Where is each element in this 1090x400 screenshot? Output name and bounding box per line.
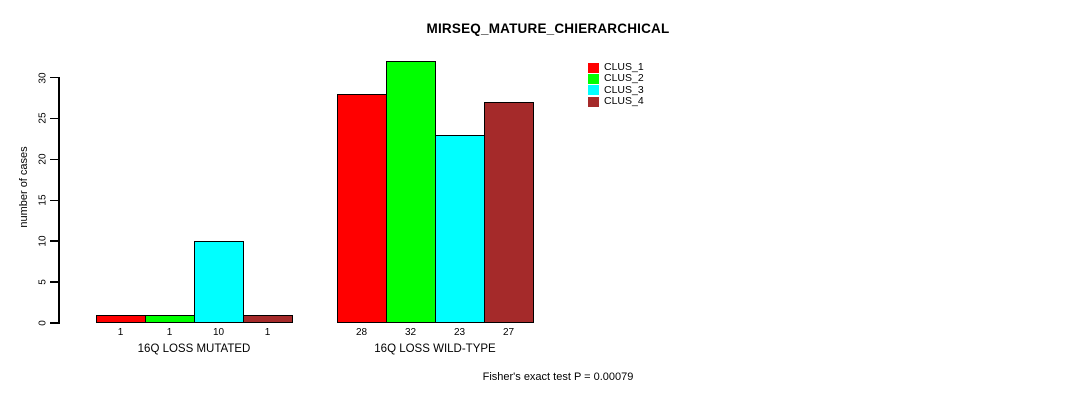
caption: Fisher's exact test P = 0.00079 — [482, 371, 634, 383]
y-tick-label: 10 — [37, 235, 49, 247]
chart-title: MIRSEQ_MATURE_CHIERARCHICAL — [426, 21, 670, 36]
y-axis-line — [58, 77, 60, 324]
bar-value-label: 10 — [212, 327, 225, 338]
bar-value-label: 1 — [117, 327, 124, 338]
legend-label: CLUS_3 — [604, 83, 644, 96]
y-tick-label: 5 — [37, 279, 49, 285]
bar-value-label: 1 — [264, 327, 271, 338]
bar-clus_2 — [145, 315, 195, 323]
legend-label: CLUS_4 — [604, 95, 644, 108]
y-axis-label: number of cases — [18, 146, 30, 228]
y-tick-label: 0 — [37, 320, 49, 326]
legend-label: CLUS_1 — [604, 61, 644, 74]
bar-value-label: 28 — [355, 327, 368, 338]
legend-row: CLUS_4 — [588, 96, 644, 107]
legend-swatch-clus_2 — [588, 73, 599, 84]
x-group-label: 16Q LOSS WILD-TYPE — [374, 343, 496, 355]
y-tick — [50, 117, 58, 120]
legend: CLUS_1 CLUS_2 CLUS_3 CLUS_4 — [588, 62, 644, 107]
legend-swatch-clus_4 — [588, 96, 599, 107]
bar-value-label: 32 — [404, 327, 417, 338]
y-tick — [50, 199, 58, 201]
y-tick — [50, 158, 58, 161]
bar-value-label: 23 — [453, 327, 466, 338]
y-tick-label: 30 — [37, 71, 49, 84]
bar-clus_1 — [96, 315, 146, 323]
bar-clus_2 — [386, 61, 436, 323]
bar-value-label: 27 — [502, 327, 515, 338]
x-group-label: 16Q LOSS MUTATED — [137, 343, 251, 355]
legend-swatch-clus_3 — [588, 85, 599, 96]
y-tick-label: 25 — [37, 112, 49, 124]
y-tick — [50, 322, 58, 324]
legend-row: CLUS_3 — [588, 83, 644, 96]
legend-row: CLUS_2 — [588, 73, 644, 84]
y-tick — [50, 76, 58, 79]
legend-swatch-clus_1 — [588, 62, 599, 73]
y-tick-label: 15 — [37, 194, 49, 206]
bar-clus_3 — [194, 241, 244, 323]
y-tick-label: 20 — [37, 153, 49, 165]
legend-row: CLUS_1 — [588, 62, 644, 73]
bar-clus_4 — [484, 102, 534, 323]
legend-label: CLUS_2 — [604, 72, 644, 85]
y-tick — [50, 281, 58, 283]
bar-value-label: 1 — [166, 327, 173, 338]
bar-clus_3 — [435, 135, 485, 323]
bar-clus_4 — [243, 315, 293, 323]
y-tick — [50, 240, 58, 242]
bar-clus_1 — [337, 94, 387, 323]
